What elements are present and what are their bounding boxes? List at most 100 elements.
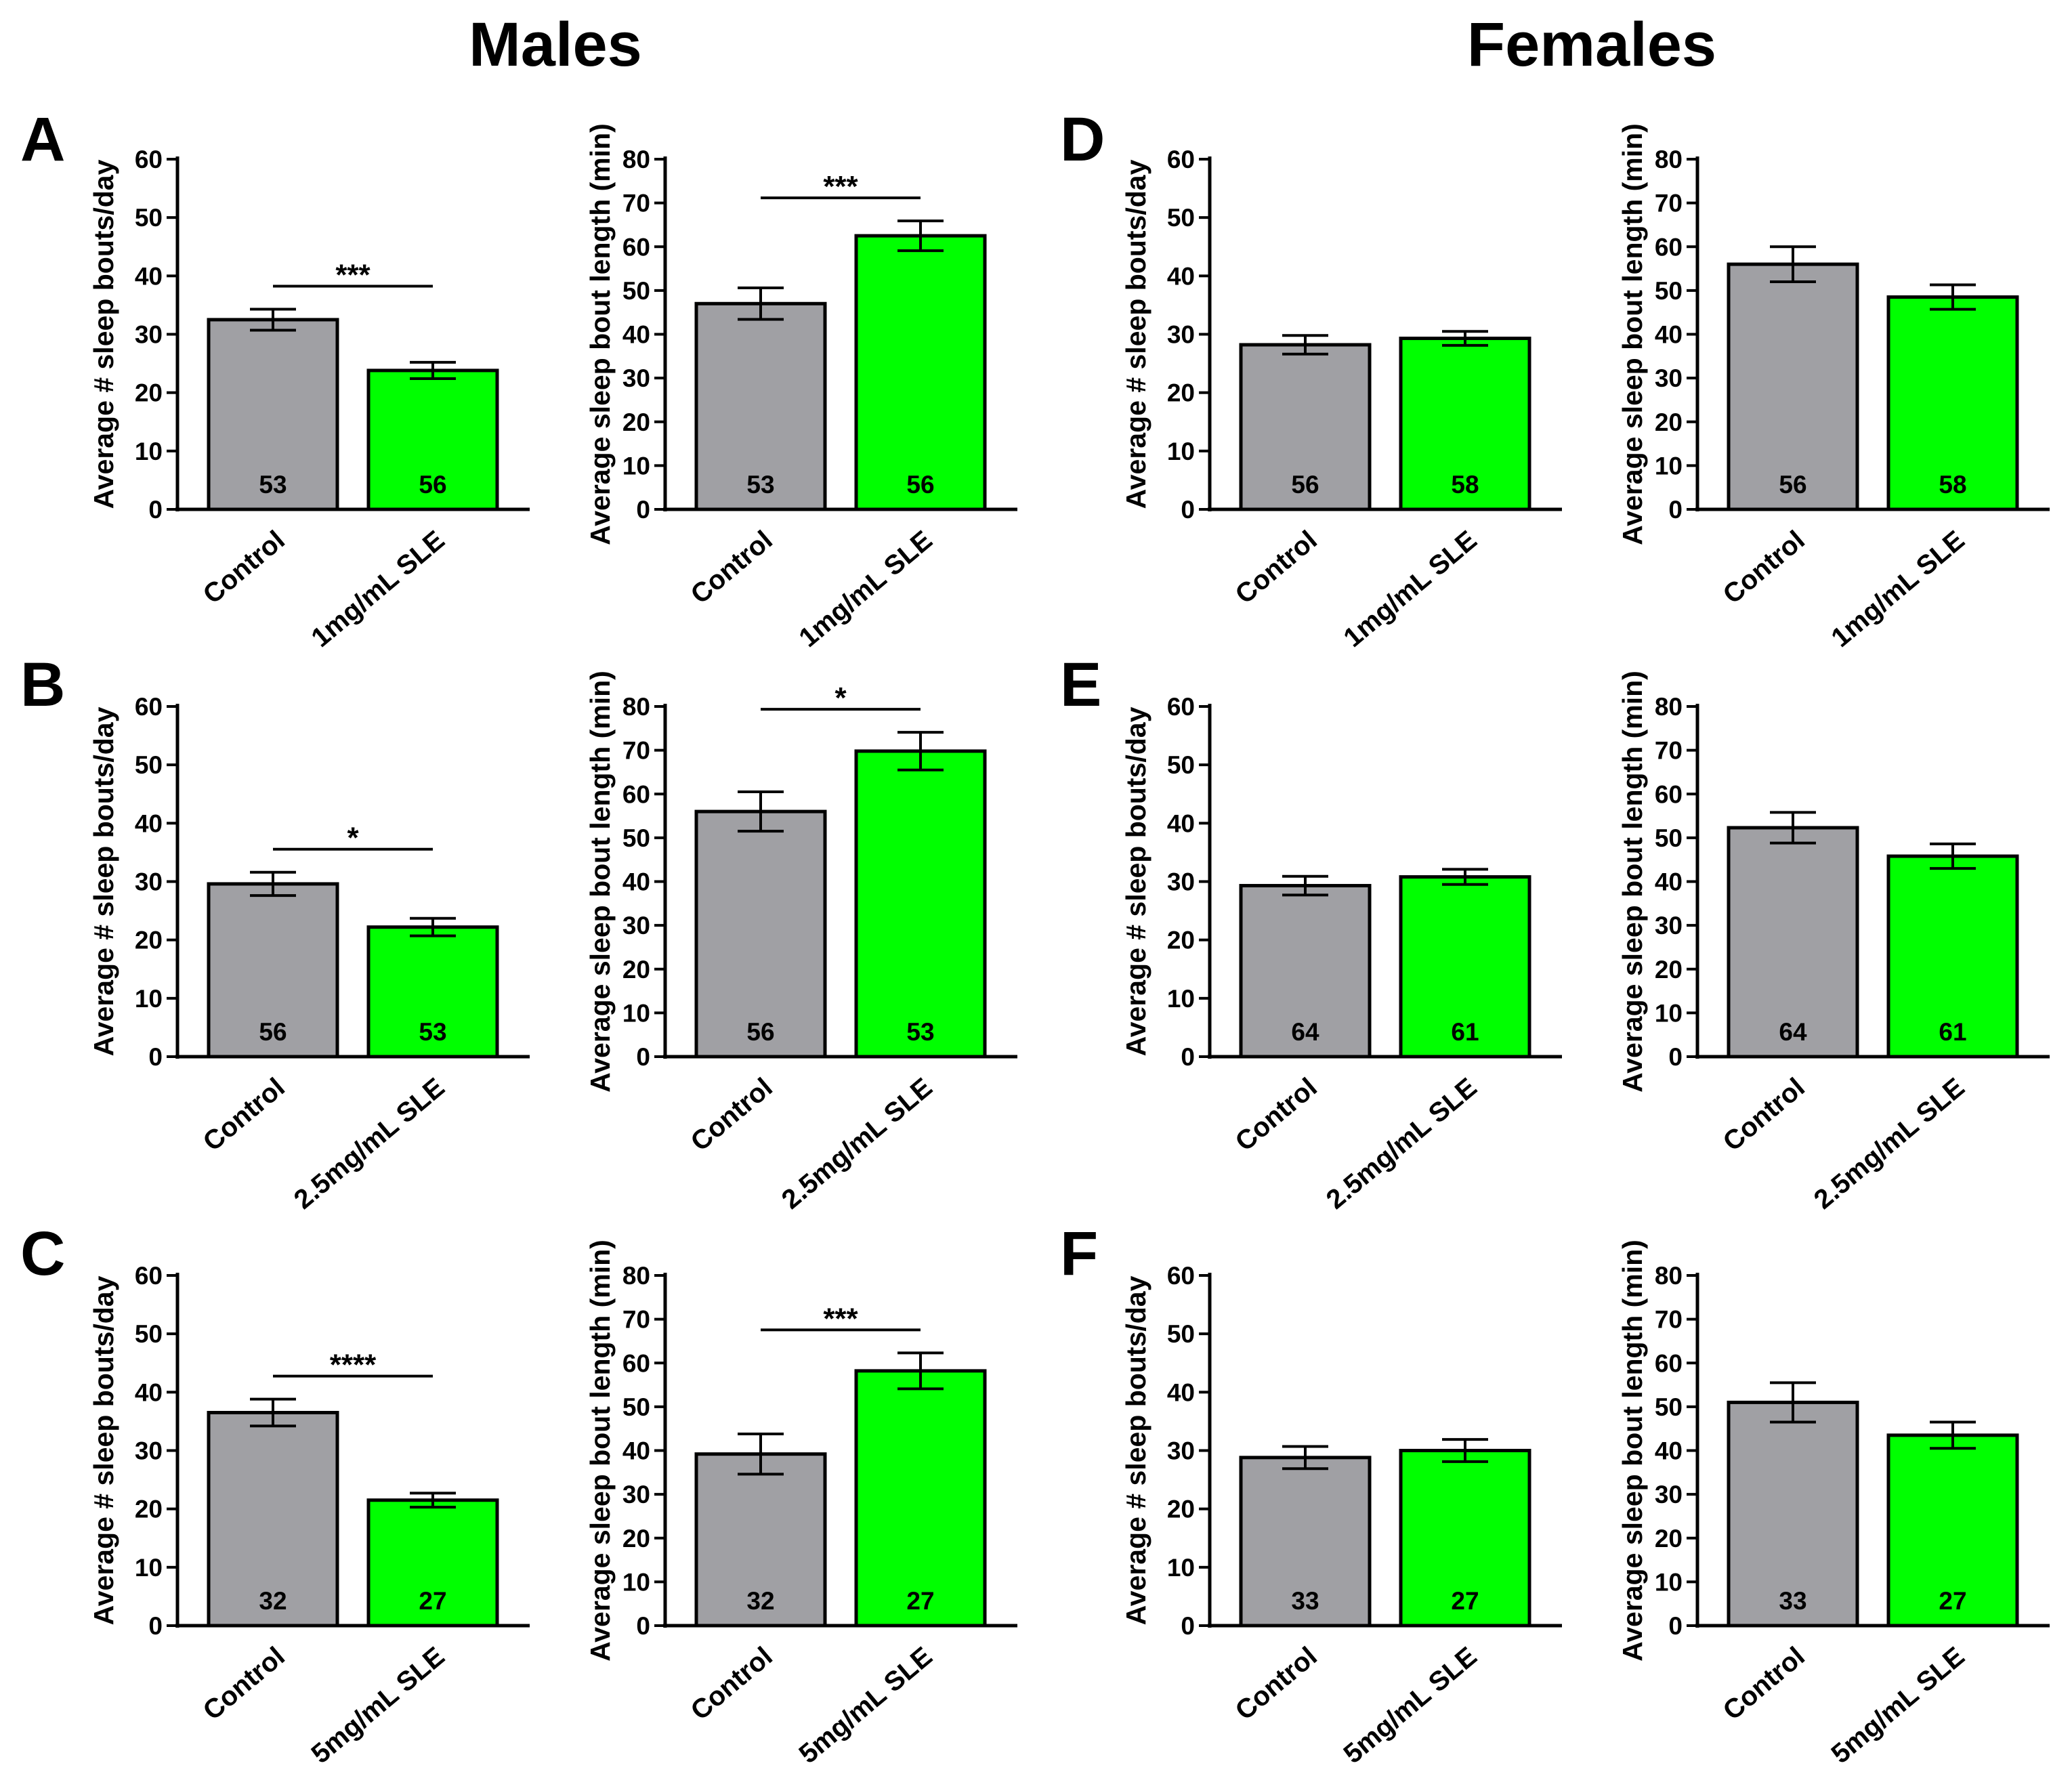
y-tick-label: 70: [622, 737, 650, 765]
y-tick-label: 30: [135, 321, 163, 349]
category-label: Control: [198, 1072, 291, 1157]
category-label: Control: [1718, 525, 1811, 610]
y-tick-label: 80: [1655, 693, 1683, 721]
y-tick-label: 50: [622, 1393, 650, 1421]
y-tick-label: 20: [135, 379, 163, 407]
category-label: 1mg/mL SLE: [1338, 525, 1482, 653]
plot-f-bouts: 0102030405060Average # sleep bouts/day 33…: [1120, 1262, 1562, 1769]
bar-treatment: [856, 236, 985, 509]
y-axis-title: Average # sleep bouts/day: [1120, 159, 1151, 509]
significance-stars: *: [347, 822, 359, 855]
plot-b-length: 01020304050607080Average sleep bout leng…: [585, 671, 1017, 1214]
n-label: 56: [419, 471, 446, 499]
category-label: 2.5mg/mL SLE: [289, 1072, 450, 1214]
y-axis-title: Average # sleep bouts/day: [1120, 1275, 1151, 1625]
n-label: 53: [746, 471, 774, 499]
y-tick-label: 60: [1167, 1262, 1195, 1290]
y-tick-label: 0: [636, 1043, 650, 1071]
category-label: Control: [198, 525, 291, 610]
y-tick-label: 50: [1655, 277, 1683, 305]
y-tick-label: 30: [1655, 1481, 1683, 1508]
y-tick-label: 30: [622, 1481, 650, 1508]
n-label: 61: [1939, 1018, 1966, 1046]
y-tick-label: 40: [1655, 868, 1683, 896]
y-tick-label: 30: [622, 364, 650, 392]
y-tick-label: 60: [1655, 233, 1683, 261]
category-label: 5mg/mL SLE: [793, 1641, 937, 1769]
n-label: 53: [906, 1018, 934, 1046]
y-axis-title: Average sleep bout length (min): [1617, 1240, 1648, 1662]
y-tick-label: 60: [1655, 780, 1683, 808]
y-tick-label: 50: [1167, 204, 1195, 232]
y-tick-label: 70: [622, 1306, 650, 1334]
y-axis-title: Average sleep bout length (min): [1617, 671, 1648, 1093]
y-tick-label: 0: [1668, 496, 1683, 524]
y-tick-label: 20: [135, 1496, 163, 1523]
category-label: Control: [1718, 1641, 1811, 1726]
y-tick-label: 0: [148, 1612, 163, 1640]
y-tick-label: 20: [135, 927, 163, 954]
y-tick-label: 30: [1167, 868, 1195, 896]
y-tick-label: 30: [622, 912, 650, 939]
y-tick-label: 10: [135, 438, 163, 465]
y-tick-label: 10: [1655, 1568, 1683, 1596]
y-tick-label: 60: [135, 146, 163, 173]
y-tick-label: 20: [622, 956, 650, 984]
y-tick-label: 50: [622, 824, 650, 852]
category-label: 5mg/mL SLE: [1825, 1641, 1970, 1769]
category-label: Control: [1230, 1641, 1323, 1726]
y-tick-label: 0: [1668, 1043, 1683, 1071]
y-tick-label: 30: [135, 1437, 163, 1465]
y-tick-label: 60: [1167, 146, 1195, 173]
n-label: 53: [419, 1018, 446, 1046]
y-tick-label: 30: [1655, 912, 1683, 939]
n-label: 27: [1939, 1587, 1966, 1615]
plot-d-length: 01020304050607080Average sleep bout leng…: [1617, 123, 2050, 653]
y-tick-label: 40: [1655, 321, 1683, 349]
y-tick-label: 70: [622, 190, 650, 217]
y-tick-label: 50: [1167, 1320, 1195, 1348]
y-tick-label: 20: [1167, 1496, 1195, 1523]
y-tick-label: 60: [1167, 693, 1195, 721]
y-tick-label: 20: [622, 1525, 650, 1552]
y-tick-label: 10: [622, 1568, 650, 1596]
category-label: 1mg/mL SLE: [793, 525, 937, 653]
y-tick-label: 0: [1181, 1612, 1195, 1640]
n-label: 27: [1451, 1587, 1479, 1615]
n-label: 64: [1291, 1018, 1319, 1046]
y-tick-label: 80: [1655, 146, 1683, 173]
y-tick-label: 50: [135, 204, 163, 232]
n-label: 27: [906, 1587, 934, 1615]
y-tick-label: 10: [135, 985, 163, 1013]
category-label: Control: [198, 1641, 291, 1726]
plot-a-bouts: 0102030405060Average # sleep bouts/day 53…: [88, 146, 530, 653]
y-tick-label: 40: [1167, 1378, 1195, 1406]
n-label: 27: [419, 1587, 446, 1615]
y-tick-label: 10: [622, 452, 650, 480]
y-tick-label: 0: [1181, 496, 1195, 524]
significance-stars: ****: [330, 1349, 377, 1382]
y-tick-label: 40: [135, 1378, 163, 1406]
bar-treatment: [856, 751, 985, 1057]
category-label: Control: [1230, 525, 1323, 610]
y-tick-label: 60: [135, 693, 163, 721]
y-tick-label: 0: [148, 1043, 163, 1071]
y-tick-label: 10: [135, 1554, 163, 1582]
y-tick-label: 50: [1655, 824, 1683, 852]
y-tick-label: 0: [636, 1612, 650, 1640]
n-label: 33: [1779, 1587, 1806, 1615]
n-label: 56: [746, 1018, 774, 1046]
y-tick-label: 50: [135, 751, 163, 779]
y-tick-label: 40: [1167, 262, 1195, 290]
y-tick-label: 10: [1167, 438, 1195, 465]
y-tick-label: 50: [1167, 751, 1195, 779]
n-label: 58: [1451, 471, 1479, 499]
n-label: 32: [259, 1587, 287, 1615]
y-tick-label: 0: [1181, 1043, 1195, 1071]
category-label: Control: [685, 525, 778, 610]
y-tick-label: 60: [622, 780, 650, 808]
n-label: 33: [1291, 1587, 1319, 1615]
y-tick-label: 20: [1655, 408, 1683, 436]
